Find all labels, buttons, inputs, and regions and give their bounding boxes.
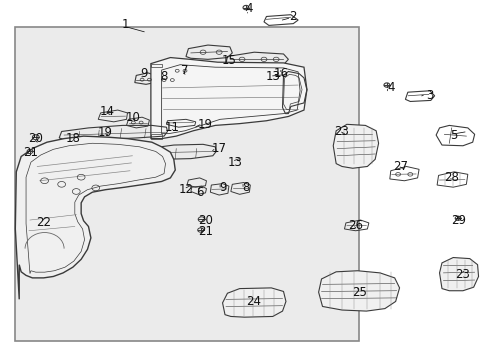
Polygon shape	[222, 288, 285, 317]
Bar	[15, 27, 358, 341]
Text: 13: 13	[227, 156, 242, 169]
Polygon shape	[332, 124, 378, 168]
Text: 2: 2	[289, 10, 296, 23]
Text: 8: 8	[160, 69, 167, 83]
Text: 6: 6	[196, 186, 203, 199]
Text: 28: 28	[444, 171, 458, 184]
Text: 16: 16	[273, 67, 288, 80]
Text: 14: 14	[99, 105, 114, 118]
Text: 20: 20	[198, 214, 212, 227]
Text: 23: 23	[334, 125, 349, 138]
Text: 23: 23	[455, 268, 469, 281]
Text: 1: 1	[121, 18, 128, 31]
Text: 19: 19	[198, 118, 213, 131]
Text: 4: 4	[245, 2, 253, 15]
Text: 18: 18	[65, 132, 80, 145]
Text: 8: 8	[241, 181, 249, 194]
Text: 3: 3	[425, 89, 432, 102]
Text: 4: 4	[386, 81, 394, 94]
Text: 29: 29	[450, 213, 466, 226]
Text: 12: 12	[178, 183, 193, 196]
Text: 22: 22	[36, 216, 51, 229]
Polygon shape	[151, 58, 306, 139]
Polygon shape	[439, 257, 478, 291]
Text: 5: 5	[449, 129, 457, 141]
Text: 7: 7	[181, 64, 188, 77]
Text: 27: 27	[392, 160, 407, 173]
Text: 9: 9	[218, 181, 226, 194]
Text: 9: 9	[140, 67, 147, 80]
Text: 15: 15	[221, 54, 236, 67]
Text: 13: 13	[265, 70, 280, 83]
Text: 20: 20	[28, 132, 43, 145]
Text: 25: 25	[351, 286, 366, 299]
Text: 26: 26	[347, 219, 363, 232]
Text: 11: 11	[164, 121, 180, 134]
Text: 21: 21	[23, 147, 39, 159]
Text: 17: 17	[211, 142, 226, 155]
Text: 24: 24	[245, 295, 260, 308]
Polygon shape	[15, 136, 175, 299]
Text: 21: 21	[198, 225, 213, 238]
Polygon shape	[318, 271, 399, 311]
Text: 19: 19	[98, 126, 113, 139]
Text: 10: 10	[125, 111, 141, 124]
